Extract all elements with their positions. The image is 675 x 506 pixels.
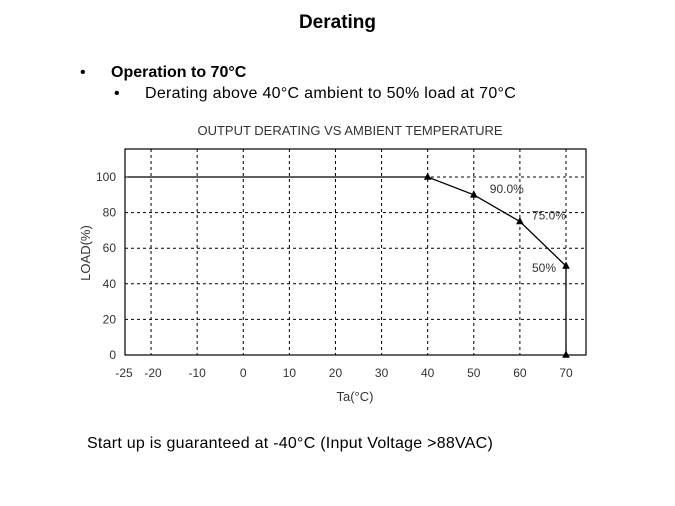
x-tick-label: 0	[240, 366, 247, 380]
x-tick-label: 70	[559, 366, 573, 380]
y-tick-label: 40	[103, 277, 117, 291]
x-tick-label: -20	[144, 366, 162, 380]
y-tick-label: 0	[109, 348, 116, 362]
bullet-item-derating: • Derating above 40°C ambient to 50% loa…	[114, 85, 516, 103]
startup-note: Start up is guaranteed at -40°C (Input V…	[87, 435, 494, 452]
bullet-marker: •	[80, 64, 86, 81]
y-tick-label: 80	[103, 206, 117, 220]
y-tick-label: 20	[103, 312, 117, 326]
x-tick-label: 40	[421, 366, 435, 380]
x-tick-label: 60	[513, 366, 527, 380]
derating-curve	[128, 176, 567, 355]
data-label: 90.0%	[490, 182, 524, 196]
data-label: 75.0%	[532, 209, 566, 223]
sub-bullet-text: Derating above 40°C ambient to 50% load …	[145, 85, 517, 102]
y-tick-label: 60	[103, 241, 117, 255]
slide-title: Derating	[298, 12, 377, 33]
x-tick-label: 30	[375, 366, 389, 380]
bullet-item-operation: • Operation to 70°C	[80, 64, 246, 82]
derating-chart-svg: OUTPUT DERATING VS AMBIENT TEMPERATURE T…	[78, 123, 587, 404]
data-point-marker	[516, 217, 524, 225]
chart-title: OUTPUT DERATING VS AMBIENT TEMPERATURE	[197, 123, 502, 138]
y-axis-label: LOAD(%)	[78, 225, 93, 281]
data-point-marker	[562, 261, 570, 269]
data-label: 50%	[532, 261, 556, 275]
x-axis-label: Ta(°C)	[337, 389, 374, 404]
sub-bullet-marker: •	[114, 85, 120, 102]
plot-frame	[124, 148, 587, 356]
derating-chart: OUTPUT DERATING VS AMBIENT TEMPERATURE T…	[70, 115, 610, 410]
x-tick-label: 20	[329, 366, 343, 380]
data-point-marker	[562, 350, 570, 358]
x-tick-label: 50	[467, 366, 481, 380]
x-tick-label: -25	[115, 366, 133, 380]
bullet-text: Operation to 70°C	[111, 64, 247, 81]
data-point-marker	[423, 172, 432, 180]
x-tick-label: 10	[283, 366, 297, 380]
data-point-marker	[469, 190, 478, 198]
y-tick-label: 100	[96, 170, 116, 184]
x-tick-label: -10	[188, 366, 206, 380]
